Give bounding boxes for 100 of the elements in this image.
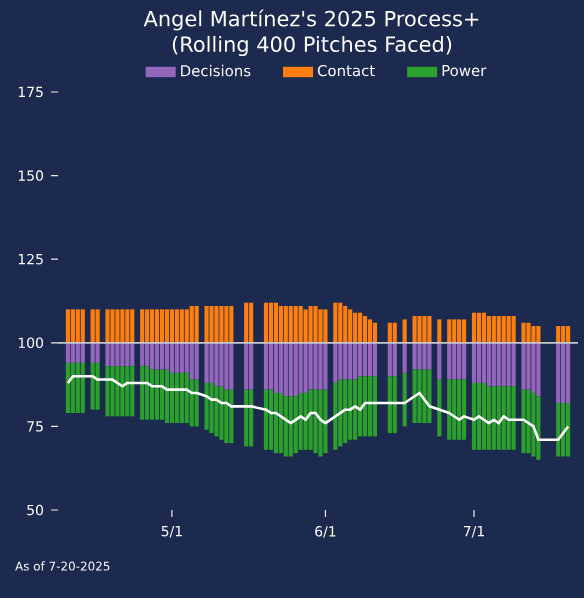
bar [189,306,194,343]
bar [481,342,486,383]
bar [422,316,427,343]
bar [65,362,70,414]
bar [70,309,75,343]
bar [268,302,274,343]
bar [283,396,288,457]
bar [140,366,145,420]
bar [268,389,274,450]
bar [526,322,531,343]
bar [521,342,526,390]
bar [159,369,165,420]
bar [293,306,298,343]
bar [298,342,303,393]
bar [511,342,516,387]
bar [90,362,95,410]
bar [476,312,482,343]
bar [263,302,269,343]
bar [412,342,417,370]
bar [486,316,491,343]
bar [501,386,506,450]
bar [506,386,511,450]
bar [219,342,224,387]
bar [462,379,467,440]
bar [566,326,571,343]
bar [293,396,298,454]
bar [392,322,397,343]
bar [536,326,541,343]
bar [95,309,100,343]
bar [348,379,353,440]
bar [323,342,328,390]
bar [90,342,95,363]
bar [303,309,308,343]
bar [179,309,184,343]
bar [90,309,95,343]
bar [229,342,234,390]
bar [110,309,115,343]
bar [224,389,229,444]
bar [476,382,482,450]
bar [372,342,378,377]
bar [179,372,184,424]
bar [194,306,199,343]
bar [313,342,318,390]
bar [105,366,110,417]
bar [120,342,125,367]
bar [491,342,496,387]
bar [80,309,85,343]
bar [462,319,467,343]
bar [353,342,358,380]
bar [471,382,477,450]
bar [358,342,363,377]
bar [422,369,427,424]
bar [244,302,249,343]
bar [358,376,363,437]
bar [75,362,80,414]
bar [120,309,125,343]
bar [422,342,427,370]
bar [159,309,165,343]
bar [80,362,85,414]
bar [105,309,110,343]
bar [372,322,378,343]
bar [219,386,224,440]
bar [194,342,199,380]
bar [273,392,278,454]
bar [214,386,219,437]
bar [417,342,422,370]
bar [462,342,467,380]
bar [229,306,234,343]
bar [561,342,566,403]
bar [189,342,194,380]
bar [224,342,229,390]
bar [95,362,100,410]
bar [125,309,130,343]
bar [184,372,189,424]
bar [362,376,368,437]
bar [323,389,328,454]
bar [288,342,293,397]
bar [323,309,328,343]
bar [204,306,209,343]
bar [273,342,278,393]
bar [164,369,170,424]
bar [333,382,338,450]
bar [154,309,160,343]
bar [496,386,501,450]
bar [110,366,115,417]
bar [481,382,486,450]
bar [80,342,85,363]
bar [358,312,363,343]
bar [387,322,392,343]
bar [209,382,214,434]
bar [288,396,293,457]
bar [526,389,531,454]
bar [214,306,219,343]
bar [209,306,214,343]
bar [387,342,392,377]
bar [303,342,308,393]
bar [491,386,496,450]
bar [471,312,477,343]
bar [333,302,338,343]
bar [125,342,130,367]
